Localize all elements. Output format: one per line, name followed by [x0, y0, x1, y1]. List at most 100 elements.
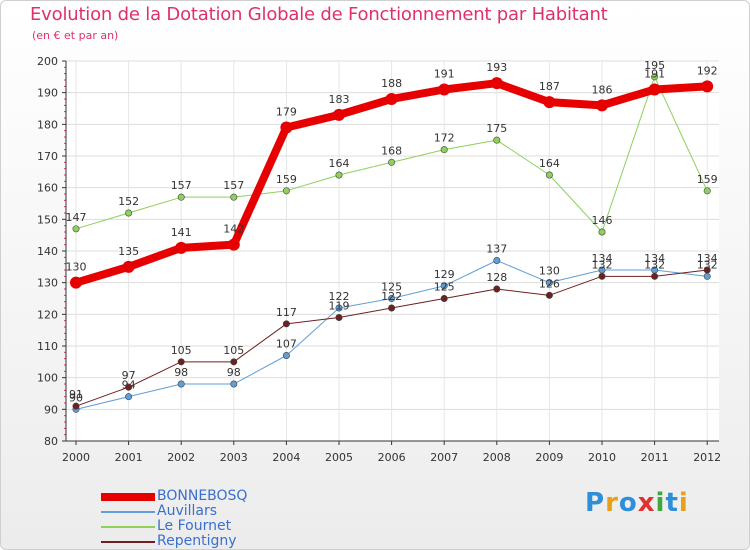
data-point-le-fournet [230, 193, 238, 201]
logo-letter: o [618, 488, 638, 518]
data-point-le-fournet [651, 73, 659, 81]
x-tick-label: 2011 [641, 451, 669, 464]
legend-swatch [101, 541, 155, 543]
data-point-auvillars [177, 380, 185, 388]
x-tick-label: 2000 [62, 451, 90, 464]
x-tick-label: 2001 [115, 451, 143, 464]
data-label-repentigny: 134 [697, 252, 718, 265]
data-label-bonnebosq: 192 [697, 64, 718, 77]
data-label-repentigny: 117 [276, 306, 297, 319]
data-label-le-fournet: 146 [592, 214, 613, 227]
x-tick-label: 2004 [272, 451, 300, 464]
data-point-bonnebosq [596, 99, 608, 112]
x-tick-label: 2012 [693, 451, 721, 464]
data-label-le-fournet: 175 [486, 122, 507, 135]
chart-subtitle: (en € et par an) [32, 29, 119, 42]
legend-label: BONNEBOSQ [157, 488, 248, 504]
data-point-repentigny [545, 291, 553, 299]
x-tick-label: 2008 [483, 451, 511, 464]
data-point-repentigny [125, 383, 133, 391]
data-point-repentigny [335, 313, 343, 321]
data-point-auvillars [125, 393, 133, 401]
data-label-le-fournet: 164 [539, 157, 560, 170]
data-point-bonnebosq [385, 93, 398, 105]
data-point-repentigny [230, 358, 238, 366]
data-label-bonnebosq: 186 [592, 83, 613, 96]
data-label-repentigny: 97 [122, 369, 136, 382]
data-point-repentigny [177, 358, 185, 366]
data-label-le-fournet: 195 [644, 59, 665, 72]
data-label-auvillars: 125 [381, 281, 402, 294]
data-point-repentigny [440, 294, 448, 302]
y-tick-label: 160 [37, 182, 58, 195]
data-point-le-fournet [335, 171, 343, 179]
logo-letter: i [678, 488, 689, 518]
data-label-auvillars: 134 [592, 252, 613, 265]
data-point-bonnebosq [490, 77, 503, 90]
legend-swatch [101, 493, 155, 501]
data-point-auvillars [388, 294, 396, 302]
x-tick-label: 2009 [535, 451, 563, 464]
data-point-bonnebosq [701, 80, 714, 93]
data-point-le-fournet [72, 225, 80, 233]
data-point-auvillars [230, 380, 238, 388]
data-label-auvillars: 134 [644, 252, 665, 265]
data-point-auvillars [493, 256, 501, 264]
data-point-bonnebosq [333, 108, 345, 121]
data-label-bonnebosq: 142 [223, 223, 244, 236]
legend-swatch [101, 526, 155, 528]
data-label-bonnebosq: 183 [329, 93, 350, 106]
x-tick-label: 2006 [378, 451, 406, 464]
x-tick-label: 2005 [325, 451, 353, 464]
chart-title: Evolution de la Dotation Globale de Fonc… [30, 4, 608, 25]
x-tick-label: 2003 [220, 451, 248, 464]
y-tick-label: 130 [37, 277, 58, 290]
data-label-le-fournet: 168 [381, 144, 402, 157]
data-label-le-fournet: 159 [276, 173, 297, 186]
data-point-repentigny [282, 320, 290, 328]
data-label-le-fournet: 147 [66, 211, 87, 224]
data-point-repentigny [598, 272, 606, 280]
data-point-bonnebosq [438, 83, 451, 96]
data-label-auvillars: 122 [329, 290, 350, 303]
y-tick-label: 90 [44, 403, 58, 416]
y-tick-label: 110 [37, 340, 58, 353]
legend-label: Repentigny [157, 533, 237, 549]
data-label-auvillars: 98 [174, 366, 188, 379]
data-point-bonnebosq [648, 83, 661, 96]
data-label-le-fournet: 157 [223, 179, 244, 192]
data-label-bonnebosq: 191 [644, 68, 665, 81]
data-point-le-fournet [125, 209, 133, 217]
y-tick-label: 120 [37, 308, 58, 321]
data-label-bonnebosq: 179 [276, 106, 297, 119]
data-label-auvillars: 130 [539, 265, 560, 278]
data-point-repentigny [703, 266, 711, 274]
x-tick-label: 2002 [167, 451, 195, 464]
data-label-le-fournet: 152 [118, 195, 139, 208]
data-point-le-fournet [545, 171, 553, 179]
data-label-bonnebosq: 135 [118, 245, 139, 258]
logo-letter: i [655, 488, 666, 518]
data-point-le-fournet [703, 187, 711, 195]
data-label-auvillars: 132 [697, 258, 718, 271]
data-label-repentigny: 126 [539, 277, 560, 290]
data-point-auvillars [335, 304, 343, 312]
data-point-le-fournet [388, 158, 396, 166]
data-label-bonnebosq: 141 [171, 226, 192, 239]
data-point-auvillars [703, 272, 711, 280]
data-point-bonnebosq [122, 260, 135, 273]
data-point-repentigny [651, 272, 659, 280]
data-point-bonnebosq [175, 241, 188, 254]
data-label-bonnebosq: 191 [434, 68, 455, 81]
data-point-repentigny [493, 285, 501, 293]
data-point-le-fournet [177, 193, 185, 201]
x-tick-label: 2007 [430, 451, 458, 464]
data-point-repentigny [388, 304, 396, 312]
data-label-bonnebosq: 130 [66, 261, 87, 274]
legend-label: Auvillars [157, 503, 218, 519]
y-tick-label: 80 [44, 435, 58, 448]
data-point-le-fournet [493, 136, 501, 144]
legend-label: Le Fournet [157, 518, 232, 534]
data-label-auvillars: 137 [486, 243, 507, 256]
